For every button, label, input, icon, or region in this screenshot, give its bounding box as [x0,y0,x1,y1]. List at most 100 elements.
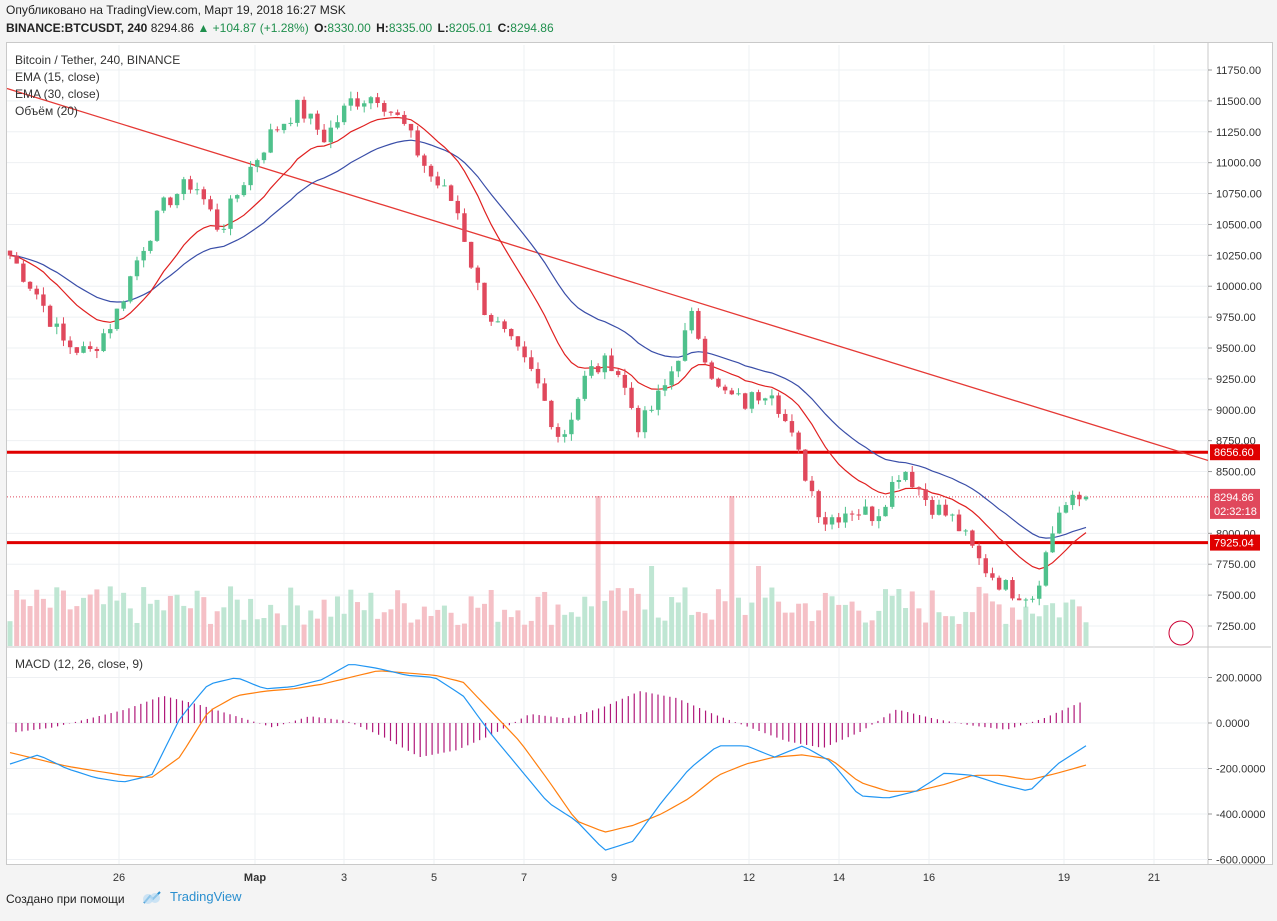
volume-bar [889,595,895,646]
candle-body [729,390,734,395]
candle-body [602,355,608,373]
volume-bar [749,602,755,646]
candle-body [776,395,781,414]
close-label: C: [497,21,511,35]
candle-body [856,514,861,516]
volume-bar [1050,603,1056,646]
legend-volume: Объём (20) [15,104,78,118]
volume-bar [548,624,554,646]
price-tick-label: 7750.00 [1216,559,1256,571]
time-tick-label: 16 [923,872,935,884]
volume-bar [468,596,474,646]
candle-body [956,514,962,532]
volume-bar [254,619,260,646]
candle-body [916,487,922,490]
volume-bar [234,599,240,646]
volume-bar [7,621,13,646]
candle-body [569,419,574,435]
candle-body [7,250,13,256]
volume-bar [194,590,200,646]
candle-body [435,176,440,186]
candle-body [656,390,661,410]
volume-bar [1003,623,1009,646]
volume-bar [228,586,234,646]
volume-bar [81,597,87,646]
volume-bar [1083,622,1089,646]
candle-body [214,209,220,230]
symbol-label: BINANCE:BTCUSDT, 240 [6,21,148,35]
volume-bar [862,622,868,646]
candle-body [876,516,882,522]
volume-bar [20,599,26,646]
volume-bar [488,589,494,646]
candle-body [482,282,487,316]
candle-body [803,449,808,481]
candle-body [21,263,26,282]
candle-body [883,506,888,517]
candle-body [315,113,320,130]
volume-bar [221,607,227,646]
volume-bar [709,619,715,646]
candle-body [642,410,648,433]
volume-bar [629,588,635,646]
volume-bar [508,617,514,646]
volume-bar [675,602,681,646]
volume-bar [949,616,955,646]
volume-bar [207,623,213,646]
time-tick-label: 5 [431,872,437,884]
volume-bar [495,621,501,646]
volume-bar [134,622,140,646]
candle-body [595,366,601,373]
volume-bar [655,617,661,646]
close-value: 8294.86 [510,21,554,35]
candle-body [649,409,654,411]
candle-body [950,514,955,516]
candle-body [682,330,688,361]
last-price-label: 8294.86 [1214,492,1254,504]
volume-bar [635,593,641,646]
last-price: 8294.86 [150,21,195,35]
candle-body [796,432,801,450]
candle-body [121,301,126,309]
time-tick-label: 3 [341,872,347,884]
volume-bar [502,609,508,646]
candle-body [749,392,755,409]
macd-tick-label: -600.0000 [1216,855,1266,867]
volume-bar [595,496,601,646]
time-tick-label: 21 [1148,872,1160,884]
candle-body [502,321,507,329]
trendline [6,87,1209,462]
volume-bar [268,604,274,646]
candle-body [455,200,460,214]
candle-body [930,499,935,515]
candle-body [94,348,100,352]
candle-body [636,407,641,433]
candle-body [1010,580,1015,599]
volume-bar [1056,617,1062,646]
candle-body [742,393,748,409]
candle-body [970,530,975,546]
volume-bar [475,607,481,646]
tradingview-brand[interactable]: TradingView [140,889,242,904]
volume-bar [34,589,40,646]
level-price-tag [1210,444,1260,461]
candle-body [1023,599,1029,601]
volume-bar [682,587,688,646]
volume-bar [776,601,782,646]
volume-bar [314,618,320,646]
candle-body [716,378,721,387]
candle-body [896,480,902,482]
level-price-label: 8656.60 [1214,447,1254,459]
candle-body [74,347,80,353]
volume-bar [428,615,434,646]
candle-body [248,166,253,186]
volume-bar [187,608,193,646]
candle-body [1030,598,1035,600]
volume-bar [876,610,882,646]
candle-body [395,112,400,115]
volume-bar [107,586,113,646]
candle-body [255,160,260,167]
candle-body [609,355,614,372]
volume-bar [829,596,835,646]
